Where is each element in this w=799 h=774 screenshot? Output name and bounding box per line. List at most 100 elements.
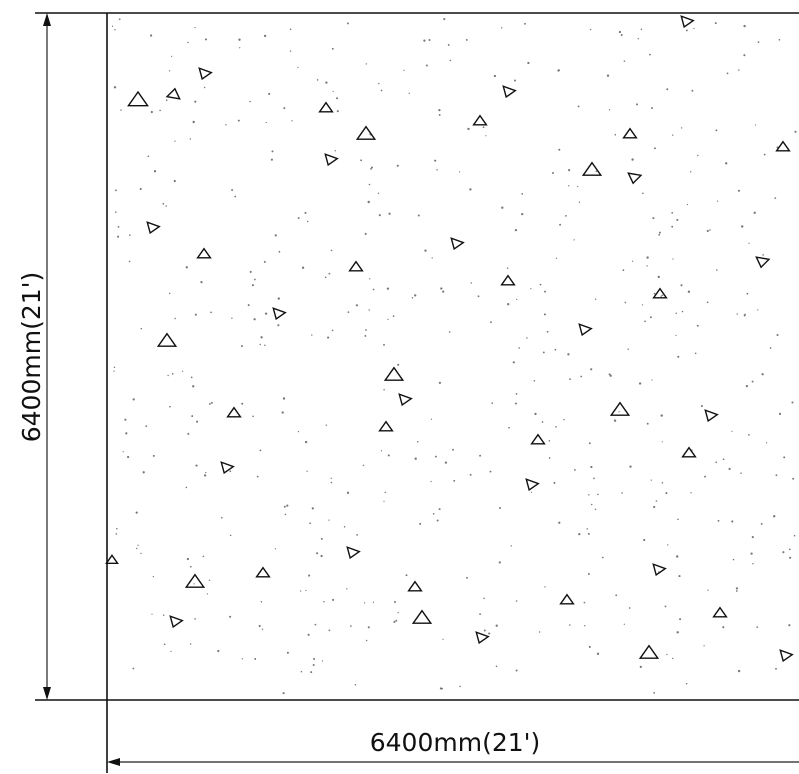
aggregate-dot: [145, 425, 148, 427]
aggregate-dot: [753, 211, 756, 214]
aggregate-dot: [300, 671, 303, 673]
aggregate-dot: [306, 470, 308, 472]
aggregate-dot: [258, 624, 261, 628]
aggregate-dot: [239, 47, 241, 49]
aggregate-dot: [580, 375, 583, 378]
aggregate-dot: [452, 448, 454, 451]
aggregate-dot: [220, 516, 223, 519]
aggregate-dot: [192, 120, 195, 124]
aggregate-dot: [173, 179, 176, 183]
aggregate-dot: [660, 414, 663, 417]
aggregate-triangle: [530, 433, 546, 445]
aggregate-dot: [773, 515, 776, 518]
aggregate-triangle: [652, 563, 667, 577]
aggregate-dot: [335, 97, 339, 100]
aggregate-dot: [469, 473, 472, 476]
aggregate-dot: [453, 479, 456, 482]
height-dimension-label: 6400mm(21'): [17, 272, 46, 443]
aggregate-dot: [735, 590, 738, 592]
aggregate-dot: [751, 380, 754, 383]
aggregate-dot: [313, 657, 316, 661]
aggregate-dot: [264, 312, 268, 315]
aggregate-dot: [789, 556, 792, 559]
aggregate-dot: [187, 432, 190, 435]
aggregate-triangle: [578, 323, 593, 337]
aggregate-dot: [506, 267, 509, 269]
aggregate-dot: [548, 440, 551, 442]
aggregate-dot: [685, 29, 688, 32]
aggregate-dot: [521, 193, 524, 195]
aggregate-dot: [642, 192, 644, 195]
aggregate-dot: [174, 140, 176, 142]
aggregate-triangle: [450, 237, 465, 251]
aggregate-dot: [762, 254, 764, 256]
aggregate-dot: [783, 456, 786, 459]
aggregate-dot: [793, 534, 796, 537]
aggregate-dot: [129, 234, 131, 236]
aggregate-dot: [499, 507, 501, 509]
aggregate-dot: [685, 682, 688, 685]
aggregate-dot: [324, 276, 327, 279]
aggregate-dot: [477, 295, 480, 298]
aggregate-dot: [115, 533, 118, 535]
aggregate-dot: [722, 626, 725, 629]
aggregate-dot: [252, 415, 254, 418]
aggregate-triangle: [378, 420, 394, 432]
aggregate-dot: [677, 355, 680, 358]
aggregate-triangle: [704, 409, 719, 423]
aggregate-dot: [152, 454, 155, 457]
aggregate-dot: [277, 297, 280, 300]
aggregate-dot: [362, 464, 365, 467]
aggregate-dot: [498, 561, 501, 564]
aggregate-dot: [596, 652, 600, 655]
aggregate-dot: [618, 30, 622, 34]
aggregate-dot: [541, 421, 544, 423]
aggregate-dot: [370, 166, 373, 169]
aggregate-dot: [554, 348, 557, 351]
aggregate-dot: [330, 481, 333, 484]
aggregate-dot: [312, 663, 315, 667]
aggregate-dot: [732, 558, 735, 561]
aggregate-dot: [788, 624, 791, 627]
aggregate-triangle: [346, 546, 361, 560]
aggregate-dot: [305, 589, 307, 592]
aggregate-dot: [653, 292, 656, 295]
aggregate-dot: [286, 651, 289, 654]
aggregate-dot: [169, 405, 171, 408]
aggregate-dot: [650, 479, 652, 481]
aggregate-dot: [281, 411, 284, 414]
aggregate-dot: [760, 522, 763, 525]
aggregate-dot: [238, 38, 241, 41]
aggregate-dot: [428, 39, 431, 41]
aggregate-dot: [388, 212, 391, 215]
aggregate-dot: [623, 60, 626, 62]
aggregate-dot: [271, 150, 274, 153]
aggregate-triangle: [348, 260, 364, 272]
aggregate-dot: [639, 665, 642, 669]
aggregate-dot: [559, 223, 562, 226]
aggregate-dot: [231, 189, 234, 191]
aggregate-dot: [671, 225, 674, 228]
aggregate-dot: [738, 69, 740, 71]
aggregate-dot: [568, 185, 570, 187]
aggregate-dot: [231, 317, 233, 319]
aggregate-triangle: [680, 15, 695, 29]
aggregate-dot: [678, 575, 681, 578]
aggregate-triangle: [627, 172, 643, 185]
aggregate-dot: [387, 454, 390, 457]
aggregate-dot: [495, 665, 498, 668]
aggregate-dot: [331, 329, 334, 332]
aggregate-dot: [691, 89, 694, 92]
aggregate-dot: [128, 260, 131, 263]
aggregate-dot: [552, 172, 554, 174]
aggregate-dot: [237, 119, 240, 122]
aggregate-triangle: [638, 644, 660, 659]
aggregate-dot: [587, 532, 590, 535]
aggregate-triangle: [407, 580, 423, 592]
aggregate-dot: [615, 594, 618, 597]
aggregate-dot: [194, 100, 197, 103]
aggregate-dot: [644, 320, 646, 323]
aggregate-dot: [367, 200, 370, 204]
height-arrow-top: [43, 13, 51, 26]
